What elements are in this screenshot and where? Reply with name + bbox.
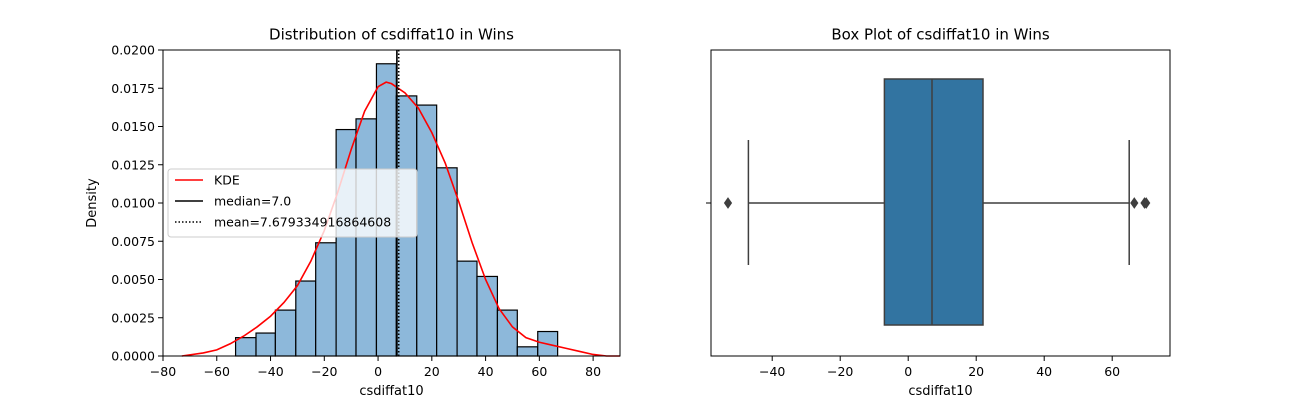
histogram-bar (234, 337, 257, 357)
x-tick-label: 0 (374, 364, 382, 379)
y-tick-label: 0.0025 (111, 310, 155, 325)
x-tick-label: −20 (311, 364, 337, 379)
legend-kde-label: KDE (214, 173, 240, 188)
y-tick-label: 0.0150 (111, 119, 155, 134)
histogram-y-ticks: 0.0000 0.0025 0.0050 0.0075 0.0100 0.0125 0.01… (111, 43, 163, 364)
outlier-point (1130, 197, 1139, 209)
iqr-box (883, 78, 984, 326)
x-tick-label: 60 (531, 364, 547, 379)
outlier-point (1142, 197, 1151, 209)
histogram-bar (496, 309, 518, 357)
x-tick-label: 80 (585, 364, 601, 379)
x-tick-label: 60 (1104, 364, 1120, 379)
boxplot-panel: Box Plot of csdiffat10 in Wins −40 −20 0 20… (706, 26, 1171, 399)
y-tick-label: 0.0200 (111, 43, 155, 58)
y-tick-label: 0.0000 (111, 349, 155, 364)
boxplot-x-axis-label: csdiffat10 (908, 384, 972, 399)
x-tick-label: 20 (424, 364, 440, 379)
y-tick-label: 0.0050 (111, 272, 155, 287)
outlier-point (723, 197, 733, 209)
legend-box (167, 168, 418, 238)
y-tick-label: 0.0125 (111, 157, 155, 172)
x-tick-label: −40 (759, 364, 785, 379)
legend-mean-label: mean=7.679334916864608 (214, 215, 391, 230)
histogram-bar (315, 242, 337, 357)
histogram-bar (516, 346, 539, 357)
x-tick-label: −20 (827, 364, 853, 379)
x-tick-label: −80 (150, 364, 176, 379)
x-tick-label: −40 (257, 364, 283, 379)
x-tick-label: 40 (478, 364, 494, 379)
kde-curve (181, 81, 620, 357)
y-tick-label: 0.0175 (111, 81, 155, 96)
boxplot-x-ticks: −40 −20 0 20 40 60 (759, 356, 1120, 379)
boxplot-title: Box Plot of csdiffat10 in Wins (831, 26, 1050, 44)
histogram-y-axis-label: Density (85, 178, 100, 228)
x-tick-label: 40 (1036, 364, 1052, 379)
histogram-bar (416, 104, 438, 357)
y-tick-label: 0.0075 (111, 234, 155, 249)
histogram-bar (456, 260, 478, 357)
histogram-panel: Distribution of csdiffat10 in Wins −80 −6… (85, 26, 621, 399)
histogram-x-axis-label: csdiffat10 (359, 384, 423, 399)
histogram-bar (436, 167, 458, 357)
x-tick-label: −60 (204, 364, 230, 379)
x-tick-label: 20 (968, 364, 984, 379)
histogram-bar (274, 309, 297, 357)
histogram-bar (255, 332, 276, 357)
histogram-bar (476, 275, 499, 357)
histogram-title: Distribution of csdiffat10 in Wins (269, 26, 514, 44)
legend-median-label: median=7.0 (214, 194, 291, 209)
histogram-legend: KDE median=7.0 mean=7.679334916864608 (167, 168, 418, 238)
boxplot-shapes (723, 78, 1151, 326)
histogram-bar (295, 280, 317, 357)
y-tick-label: 0.0100 (111, 196, 155, 211)
histogram-x-ticks: −80 −60 −40 −20 0 20 40 60 80 (150, 356, 601, 379)
x-tick-label: 0 (904, 364, 912, 379)
